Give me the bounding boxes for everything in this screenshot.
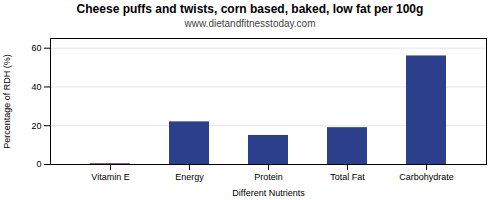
svg-text:Different Nutrients: Different Nutrients — [232, 188, 305, 198]
html-text:Cheese puffs and twists, corn: Cheese puffs and twists, corn based, bak… — [76, 2, 424, 16]
svg-text:Vitamin E: Vitamin E — [91, 172, 129, 182]
svg-text:Energy: Energy — [175, 172, 204, 182]
svg-text:60: 60 — [31, 43, 41, 53]
svg-text:20: 20 — [31, 121, 41, 131]
svg-text:40: 40 — [31, 82, 41, 92]
svg-text:0: 0 — [36, 159, 41, 169]
svg-text:Carbohydrate: Carbohydrate — [399, 172, 454, 182]
svg-text:Protein: Protein — [254, 172, 283, 182]
svg-text:Total Fat: Total Fat — [330, 172, 365, 182]
svg-text:Percentage of RDH (%): Percentage of RDH (%) — [2, 54, 12, 149]
html-text:www.dietandfitnesstoday.com: www.dietandfitnesstoday.com — [184, 18, 316, 29]
